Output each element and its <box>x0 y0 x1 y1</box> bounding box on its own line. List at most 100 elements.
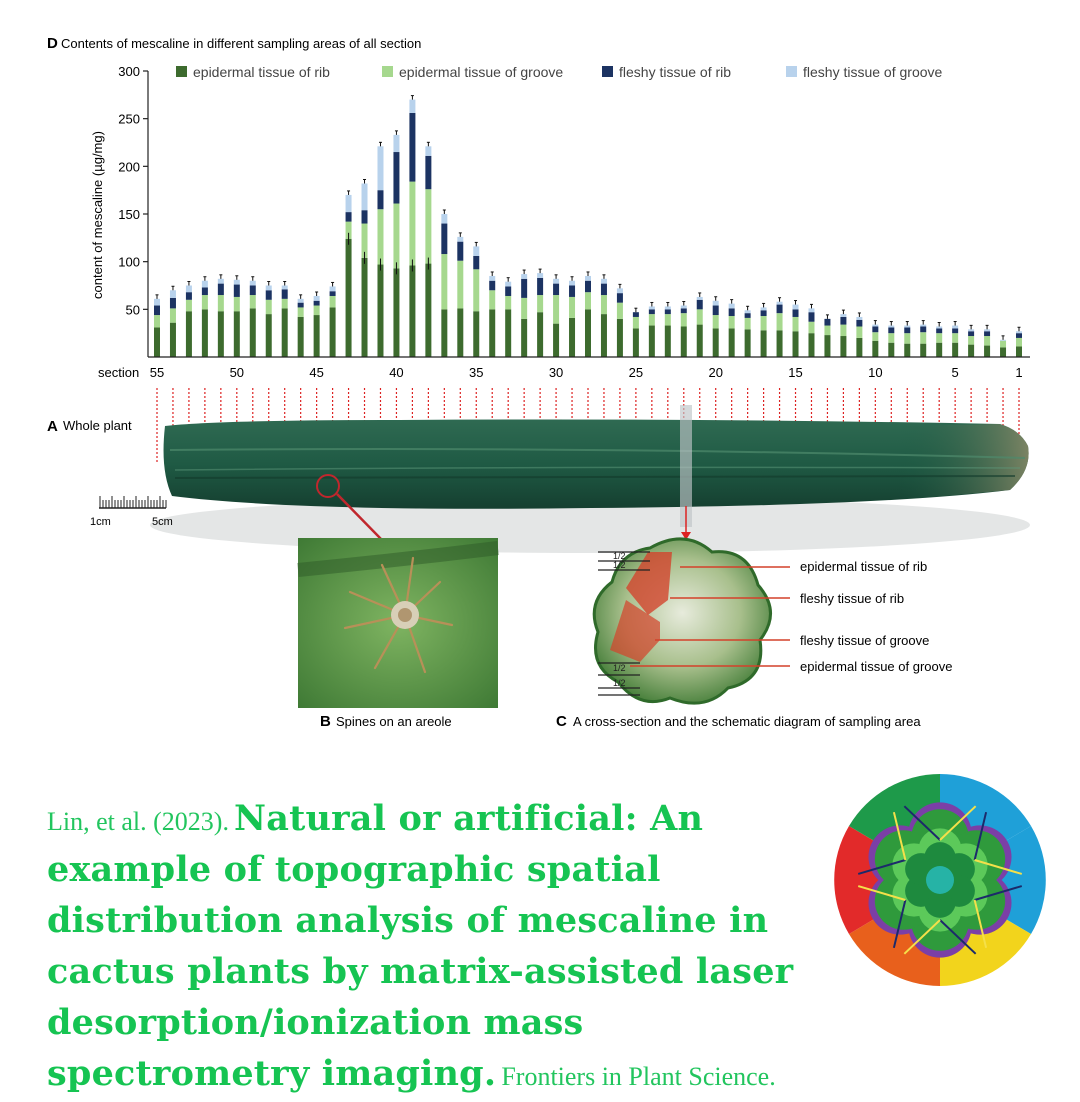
y-axis-label: content of mescaline (µg/mg) <box>90 131 105 299</box>
bar-segment <box>872 340 879 357</box>
bar-segment <box>569 285 576 297</box>
x-tick-label: 15 <box>788 365 802 380</box>
bar-segment <box>1016 333 1022 338</box>
bar-segment <box>648 325 655 357</box>
bar-segment <box>393 268 400 357</box>
bar-segment <box>728 303 735 309</box>
bar-segment <box>425 155 432 190</box>
bar-segment <box>920 326 927 333</box>
bar-segment <box>521 274 528 279</box>
bar-segment <box>521 278 528 298</box>
bar-segment <box>425 263 432 357</box>
bar-segment <box>473 246 480 256</box>
bar-segment <box>920 324 927 327</box>
bar-segment <box>968 331 975 337</box>
bar-segment <box>904 327 911 334</box>
bar-segment <box>297 302 304 308</box>
bar-segment <box>553 295 560 324</box>
bar-segment <box>585 309 591 357</box>
x-tick-label: 5 <box>952 365 959 380</box>
bar-segment <box>313 295 320 301</box>
bar-segment <box>281 308 288 357</box>
legend-label: epidermal tissue of groove <box>399 64 563 80</box>
bar-segment <box>760 310 767 317</box>
bar-segment <box>872 326 879 333</box>
bar-segment <box>441 223 448 255</box>
bar-segment <box>265 314 272 357</box>
bar-segment <box>169 308 176 323</box>
bar-segment <box>217 311 224 357</box>
bar-segment <box>409 99 416 113</box>
bar-segment <box>824 318 831 326</box>
bar-segment <box>632 328 639 357</box>
logo-spine <box>939 919 977 955</box>
bar-segment <box>728 308 735 317</box>
bar-segment <box>616 293 623 303</box>
bar-segment <box>600 295 607 315</box>
bar-segment <box>265 299 272 315</box>
bar-segment <box>553 323 560 357</box>
bar-segment <box>393 134 400 153</box>
bar-segment <box>233 284 240 297</box>
bar-segment <box>600 283 607 296</box>
legend-label: fleshy tissue of rib <box>619 64 731 80</box>
bar-segment <box>936 333 943 343</box>
bar-segment <box>664 306 671 310</box>
bar-segment <box>696 309 703 325</box>
legend-swatch <box>786 66 797 77</box>
legend-label: fleshy tissue of groove <box>803 64 943 80</box>
bar-segment <box>968 344 975 357</box>
bar-segment <box>664 314 671 326</box>
bar-segment <box>265 285 272 291</box>
bar-segment <box>297 316 304 357</box>
y-tick-label: 150 <box>118 207 140 222</box>
bar-segment <box>297 307 304 317</box>
bar-segment <box>185 311 192 357</box>
bar-segment <box>585 275 591 281</box>
bar-segment <box>808 321 815 334</box>
bar-segment <box>840 336 847 357</box>
bar-segment <box>154 298 160 306</box>
bar-segment <box>616 318 623 357</box>
bar-segment <box>489 309 496 357</box>
panel-c-letter: C <box>556 713 567 730</box>
panel-d-letter: D <box>47 35 58 52</box>
bar-segment <box>361 210 368 224</box>
bar-segment <box>521 297 528 319</box>
legend-label: epidermal tissue of rib <box>193 64 330 80</box>
bar-segment <box>776 330 783 357</box>
bar-segment <box>776 313 783 331</box>
bar-segment <box>872 332 879 341</box>
bar-segment <box>361 257 368 357</box>
bar-segment <box>664 309 671 315</box>
citation-journal: Frontiers in Plant Science. <box>501 1062 776 1091</box>
bar-segment <box>569 296 576 318</box>
cross-section-photo: 1/2 1/2 1/2 1/2 <box>592 537 790 705</box>
bar-segment <box>712 305 719 316</box>
bar-segment <box>361 223 368 258</box>
bar-segment <box>856 326 863 338</box>
bar-segment <box>760 316 767 331</box>
callout-fleshy-groove: fleshy tissue of groove <box>800 633 929 648</box>
bar-segment <box>696 296 703 300</box>
x-tick-label: 40 <box>389 365 403 380</box>
x-tick-label: 35 <box>469 365 483 380</box>
bar-segment <box>808 333 815 357</box>
bar-segment <box>696 324 703 357</box>
logo-spine <box>903 919 941 955</box>
bar-segment <box>154 315 160 328</box>
logo-center <box>926 866 954 894</box>
bar-segment <box>313 315 320 357</box>
bar-segment <box>377 209 384 265</box>
bar-segment <box>393 152 400 204</box>
bar-segment <box>968 336 975 345</box>
areole-photo <box>297 538 499 708</box>
bar-segment <box>808 312 815 322</box>
bar-segment <box>824 325 831 336</box>
bar-segment <box>457 308 464 357</box>
bar-segment <box>616 302 623 319</box>
chart-title: D Contents of mescaline in different sam… <box>47 35 421 52</box>
bar-segment <box>441 309 448 357</box>
panel-b-text: Spines on an areole <box>336 714 452 729</box>
